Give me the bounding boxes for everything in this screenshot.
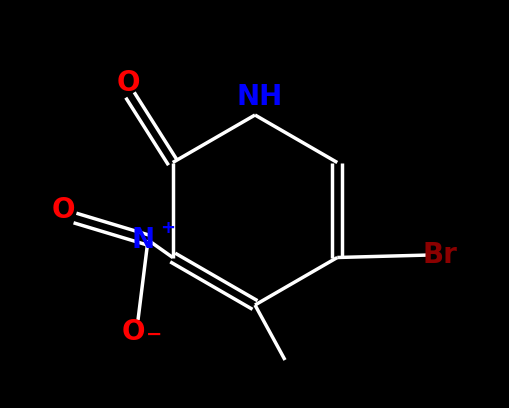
Text: O: O xyxy=(51,196,75,224)
Text: O: O xyxy=(121,318,145,346)
Text: N: N xyxy=(131,226,154,254)
Text: O: O xyxy=(116,69,139,97)
Text: +: + xyxy=(160,219,175,237)
Text: −: − xyxy=(146,324,162,344)
Text: NH: NH xyxy=(236,83,282,111)
Text: Br: Br xyxy=(422,241,457,269)
